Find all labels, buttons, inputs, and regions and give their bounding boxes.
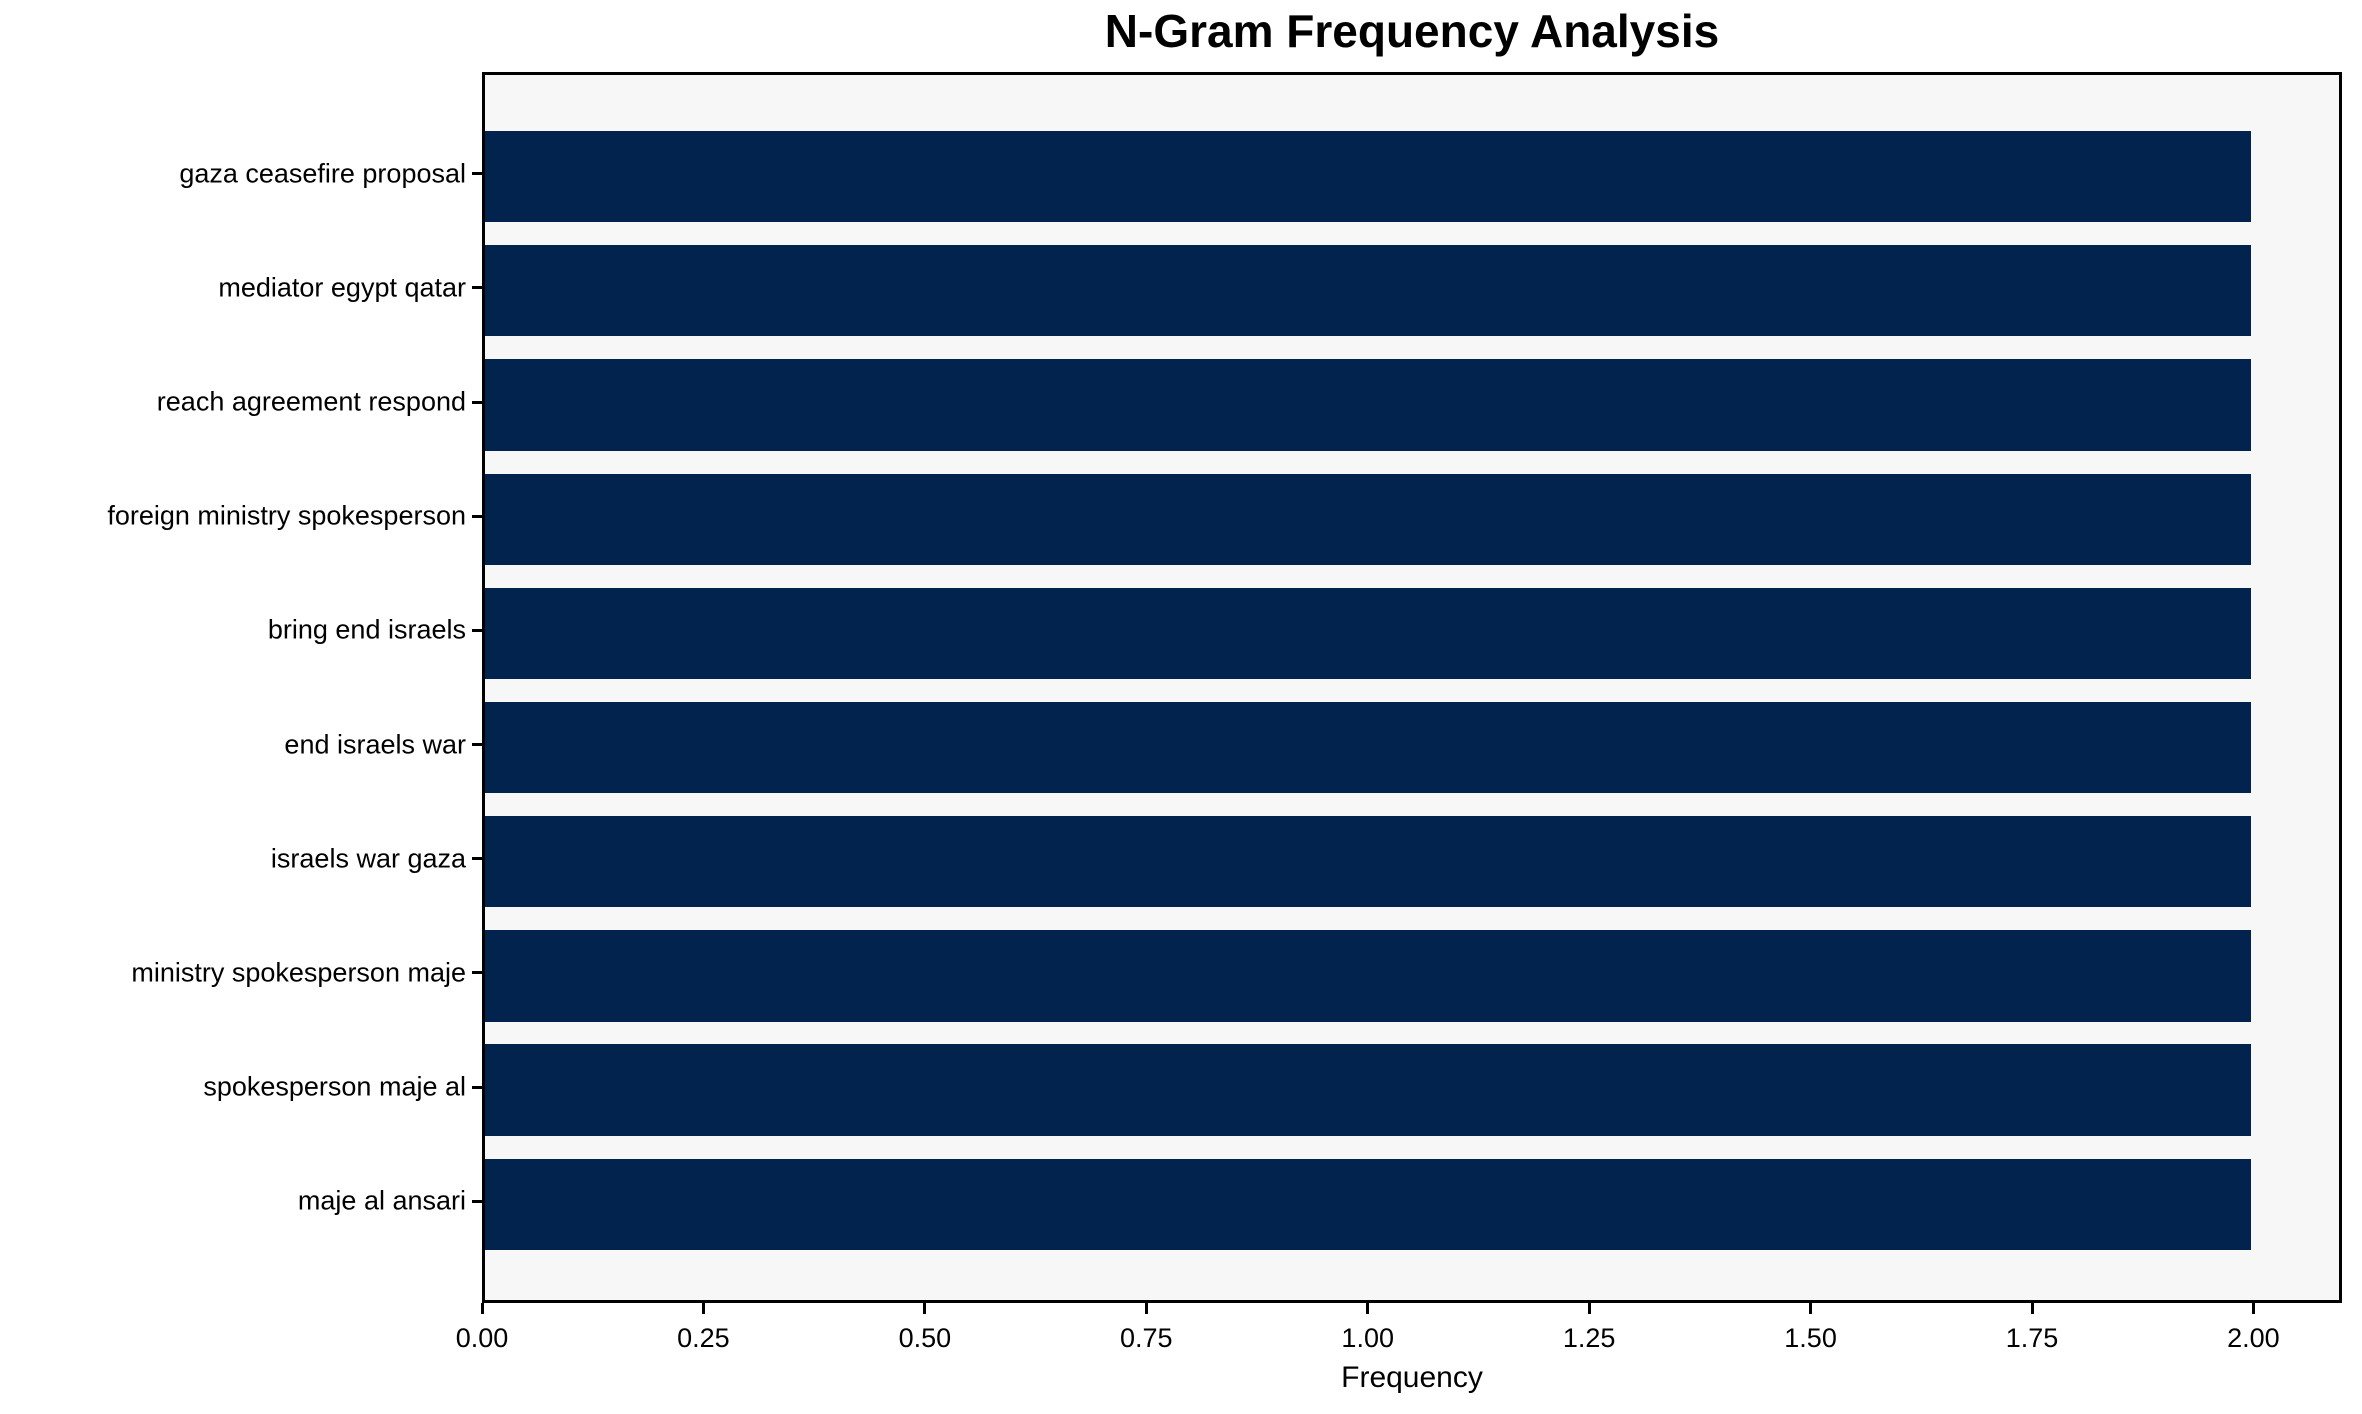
y-tick-label: mediator egypt qatar	[218, 272, 466, 303]
x-tick-label: 2.00	[2227, 1323, 2280, 1353]
y-tick-mark	[472, 514, 482, 518]
x-tick-mark	[2251, 1303, 2255, 1314]
y-tick-mark	[472, 286, 482, 290]
y-tick-mark	[472, 1199, 482, 1203]
y-tick-label: maje al ansari	[297, 1185, 466, 1216]
x-tick-mark	[923, 1303, 927, 1314]
bar	[485, 1044, 2251, 1136]
bar	[485, 245, 2251, 337]
x-tick-label: 0.75	[1120, 1323, 1173, 1353]
y-tick-mark	[472, 857, 482, 861]
y-tick-label: ministry spokesperson maje	[131, 957, 466, 988]
x-tick-mark	[480, 1303, 484, 1314]
y-tick-label: spokesperson maje al	[203, 1071, 466, 1102]
bar	[485, 359, 2251, 451]
x-tick-mark	[1809, 1303, 1813, 1314]
y-tick-label: reach agreement respond	[156, 386, 466, 417]
y-tick-label: gaza ceasefire proposal	[179, 158, 466, 189]
y-tick-mark	[472, 400, 482, 404]
y-tick-mark	[472, 971, 482, 975]
bar	[485, 473, 2251, 565]
x-tick-label: 0.00	[455, 1323, 509, 1353]
bar	[485, 587, 2251, 680]
x-tick-mark	[1587, 1303, 1591, 1314]
x-tick-mark	[1144, 1303, 1148, 1314]
bar	[485, 701, 2251, 794]
y-tick-mark	[472, 628, 482, 632]
bar	[485, 1158, 2251, 1251]
x-tick-label: 1.25	[1562, 1323, 1616, 1353]
x-tick-label: 1.50	[1784, 1323, 1837, 1353]
y-tick-label: bring end israels	[267, 614, 466, 645]
plot-area	[482, 72, 2342, 1303]
bar	[485, 816, 2251, 908]
x-tick-mark	[1366, 1303, 1370, 1314]
x-tick-label: 1.75	[2005, 1323, 2059, 1353]
x-axis-label: Frequency	[1341, 1361, 1483, 1394]
y-tick-mark	[472, 172, 482, 176]
x-tick-mark	[701, 1303, 705, 1314]
y-tick-label: end israels war	[284, 729, 466, 760]
chart-title: N-Gram Frequency Analysis	[1104, 5, 1720, 57]
y-tick-mark	[472, 743, 482, 747]
y-tick-label: israels war gaza	[270, 843, 466, 874]
x-tick-label: 0.50	[898, 1323, 952, 1353]
bar	[485, 130, 2251, 223]
y-tick-mark	[472, 1085, 482, 1089]
x-tick-label: 1.00	[1341, 1323, 1394, 1353]
bar	[485, 930, 2251, 1022]
x-tick-label: 0.25	[677, 1323, 730, 1353]
y-tick-label: foreign ministry spokesperson	[107, 500, 466, 531]
x-tick-mark	[2030, 1303, 2034, 1314]
